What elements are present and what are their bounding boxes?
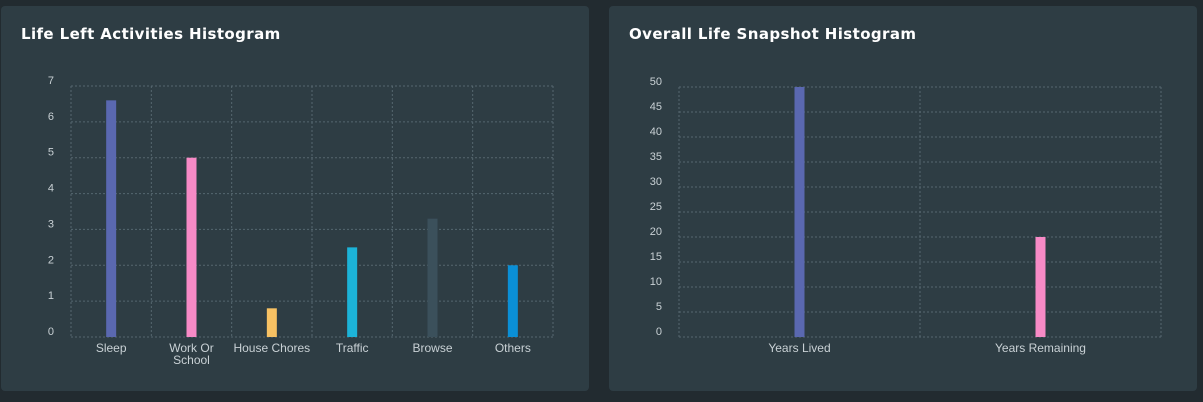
life-snapshot-chart-card: Overall Life Snapshot Histogram 0 5 10 15 20… <box>609 6 1197 391</box>
x-category-label-line: Sleep <box>96 341 127 355</box>
x-category-label: Browse <box>412 341 452 355</box>
x-category-label: House Chores <box>233 341 310 355</box>
y-tick-label: 0 <box>48 326 54 338</box>
y-tick-label: 5 <box>48 147 54 159</box>
y-tick-label: 45 <box>650 101 662 113</box>
x-category-label-line: Years Lived <box>768 341 830 355</box>
y-tick-label: 30 <box>650 176 662 188</box>
x-category-label-line: School <box>173 353 210 367</box>
y-tick-label: 15 <box>650 251 662 263</box>
x-category-label-line: Browse <box>412 341 452 355</box>
bar[interactable] <box>186 157 197 337</box>
y-tick-label: 2 <box>48 254 54 266</box>
y-tick-label: 4 <box>48 183 54 195</box>
activities-chart-card: Life Left Activities Histogram 0 1 2 3 4 5 6 7 S… <box>1 6 589 391</box>
x-category-label: Sleep <box>96 341 127 355</box>
x-category-label: Work Or School <box>169 341 213 367</box>
y-tick-label: 7 <box>48 75 54 87</box>
y-tick-label: 25 <box>650 201 662 213</box>
x-category-label-line: Others <box>495 341 531 355</box>
y-tick-label: 1 <box>48 290 54 302</box>
bar[interactable] <box>1035 237 1046 337</box>
y-tick-label: 5 <box>656 301 662 313</box>
x-category-label-line: Years Remaining <box>995 341 1086 355</box>
x-category-label: Others <box>495 341 531 355</box>
x-category-label-line: Traffic <box>336 341 369 355</box>
bar[interactable] <box>266 308 277 337</box>
y-tick-label: 10 <box>650 276 662 288</box>
y-tick-label: 50 <box>650 76 662 88</box>
bar[interactable] <box>507 265 518 337</box>
life-snapshot-histogram: 0 5 10 15 20 25 30 35 40 45 50 Years Lived Years Rem… <box>650 76 1162 355</box>
y-tick-label: 35 <box>650 151 662 163</box>
y-tick-label: 3 <box>48 218 54 230</box>
bar[interactable] <box>106 100 117 337</box>
y-tick-label: 20 <box>650 226 662 238</box>
x-category-label: Years Lived <box>768 341 830 355</box>
bar[interactable] <box>427 218 438 337</box>
y-tick-label: 40 <box>650 126 662 138</box>
y-tick-label: 0 <box>656 326 662 338</box>
activities-histogram: 0 1 2 3 4 5 6 7 Sleep Work Or School House Chores Tr… <box>48 75 554 367</box>
life-snapshot-chart-title: Overall Life Snapshot Histogram <box>629 25 917 43</box>
x-category-label-line: Work Or <box>169 341 213 355</box>
activities-chart-title: Life Left Activities Histogram <box>21 25 281 43</box>
y-tick-label: 6 <box>48 111 54 123</box>
x-category-label-line: House Chores <box>233 341 310 355</box>
bar[interactable] <box>347 247 358 337</box>
x-category-label: Years Remaining <box>995 341 1086 355</box>
x-category-label: Traffic <box>336 341 369 355</box>
bar[interactable] <box>794 87 805 337</box>
